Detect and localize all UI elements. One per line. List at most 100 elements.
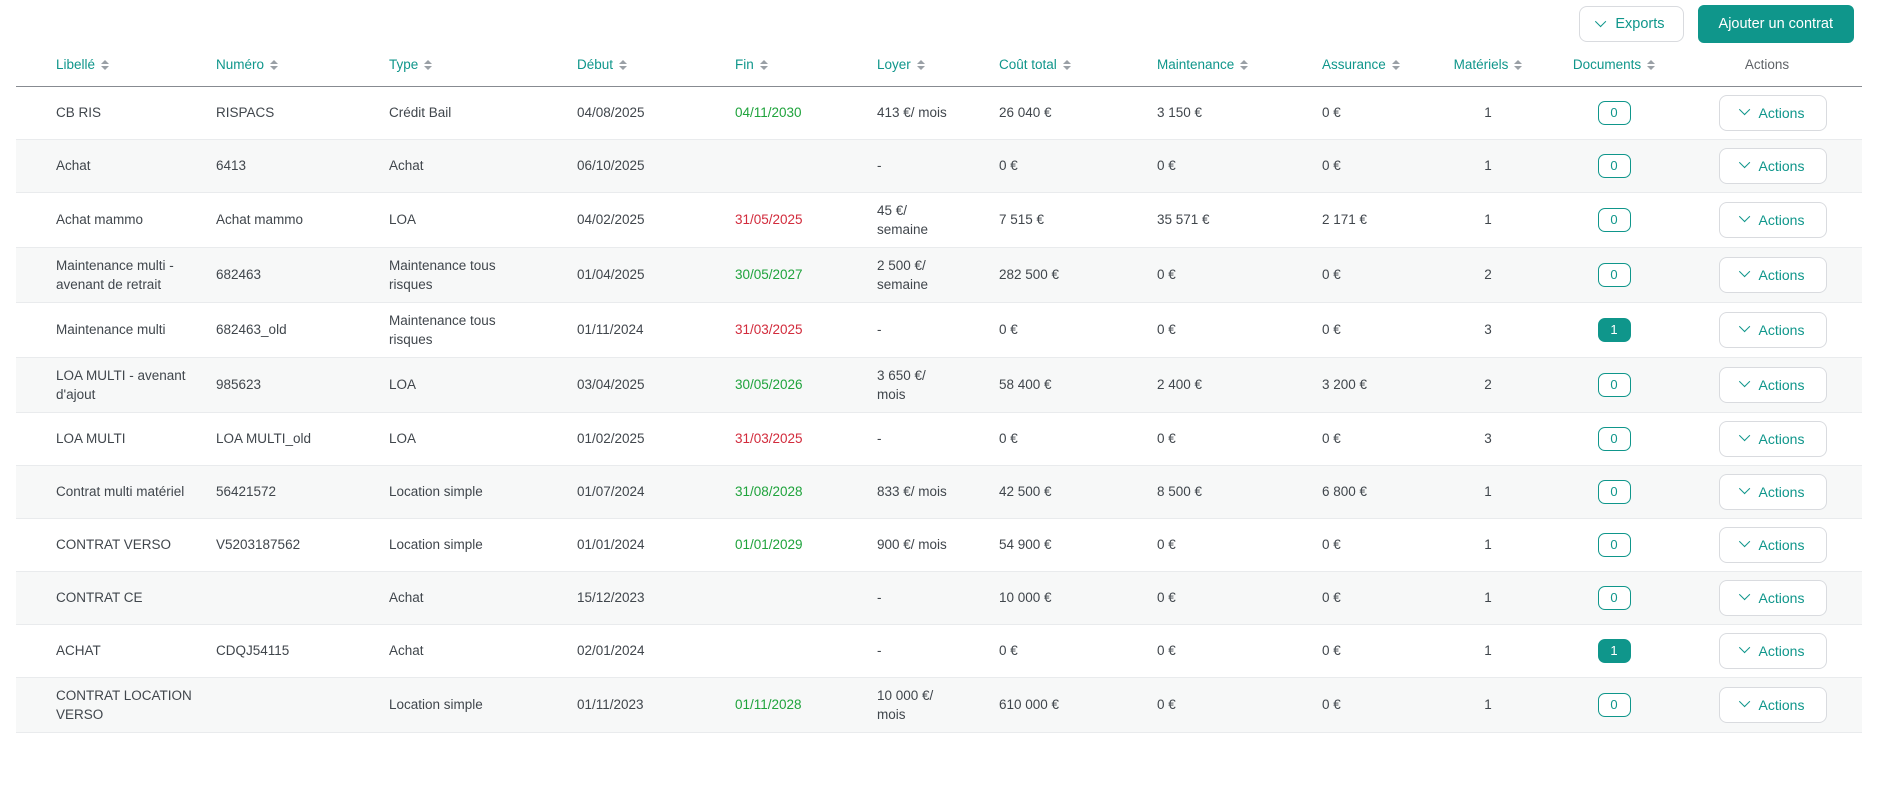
header-fin[interactable]: Fin: [697, 46, 839, 87]
cell-loyer: -: [839, 571, 961, 625]
documents-badge[interactable]: 0: [1597, 207, 1631, 232]
cell-debut: 03/04/2025: [539, 357, 697, 413]
row-actions-label: Actions: [1758, 696, 1805, 713]
cell-debut: 01/07/2024: [539, 465, 697, 519]
documents-badge[interactable]: 0: [1597, 100, 1631, 125]
chevron-down-icon: [1738, 482, 1750, 495]
cell-numero: RISPACS: [216, 86, 389, 140]
fin-date: 01/01/2029: [735, 537, 803, 552]
documents-badge[interactable]: 0: [1597, 532, 1631, 557]
row-actions-button[interactable]: Actions: [1719, 94, 1827, 131]
cell-documents: 0: [1544, 86, 1684, 140]
sort-icon: [424, 59, 433, 70]
table-header-row: Libellé Numéro Type Début Fin Loyer Coût…: [16, 46, 1862, 87]
chevron-down-icon: [1738, 535, 1750, 548]
row-actions-button[interactable]: Actions: [1719, 256, 1827, 293]
cell-assurance: 6 800 €: [1284, 465, 1432, 519]
row-actions-button[interactable]: Actions: [1719, 147, 1827, 184]
cell-type: Maintenance tous risques: [389, 247, 539, 303]
cell-assurance: 0 €: [1284, 624, 1432, 678]
cell-type: LOA: [389, 357, 539, 413]
debut-date: 01/02/2025: [577, 431, 645, 446]
row-actions-button[interactable]: Actions: [1719, 420, 1827, 457]
cell-loyer: 900 €/ mois: [839, 518, 961, 572]
row-actions-button[interactable]: Actions: [1719, 201, 1827, 238]
header-numero[interactable]: Numéro: [216, 46, 389, 87]
documents-badge[interactable]: 1: [1597, 317, 1631, 342]
cell-debut: 01/02/2025: [539, 412, 697, 466]
row-actions-button[interactable]: Actions: [1719, 579, 1827, 616]
cell-materiels: 1: [1432, 86, 1544, 140]
chevron-down-icon: [1738, 320, 1750, 333]
cell-debut: 06/10/2025: [539, 139, 697, 193]
header-documents[interactable]: Documents: [1544, 46, 1684, 87]
cell-libelle: Achat: [16, 139, 216, 193]
header-loyer[interactable]: Loyer: [839, 46, 961, 87]
row-actions-button[interactable]: Actions: [1719, 632, 1827, 669]
table-row: LOA MULTI LOA MULTI_old LOA 01/02/2025 3…: [16, 412, 1862, 466]
row-actions-label: Actions: [1758, 376, 1805, 393]
documents-badge[interactable]: 0: [1597, 426, 1631, 451]
table-row: Maintenance multi 682463_old Maintenance…: [16, 302, 1862, 358]
documents-badge[interactable]: 0: [1597, 372, 1631, 397]
cell-actions: Actions: [1684, 412, 1862, 466]
cell-actions: Actions: [1684, 302, 1862, 358]
row-actions-button[interactable]: Actions: [1719, 473, 1827, 510]
debut-date: 01/11/2024: [577, 322, 644, 337]
header-assurance[interactable]: Assurance: [1284, 46, 1432, 87]
cell-maintenance: 0 €: [1119, 302, 1284, 358]
cell-actions: Actions: [1684, 139, 1862, 193]
debut-date: 04/08/2025: [577, 105, 645, 120]
table-row: CB RIS RISPACS Crédit Bail 04/08/2025 04…: [16, 86, 1862, 140]
chevron-down-icon: [1738, 103, 1750, 116]
row-actions-button[interactable]: Actions: [1719, 311, 1827, 348]
cell-maintenance: 0 €: [1119, 518, 1284, 572]
debut-date: 03/04/2025: [577, 377, 645, 392]
table-row: Maintenance multi - avenant de retrait 6…: [16, 247, 1862, 303]
cell-cout-total: 42 500 €: [961, 465, 1119, 519]
row-actions-button[interactable]: Actions: [1719, 526, 1827, 563]
documents-badge[interactable]: 0: [1597, 262, 1631, 287]
header-cout-total[interactable]: Coût total: [961, 46, 1119, 87]
cell-assurance: 0 €: [1284, 412, 1432, 466]
row-actions-label: Actions: [1758, 211, 1805, 228]
cell-debut: 04/02/2025: [539, 192, 697, 248]
header-debut[interactable]: Début: [539, 46, 697, 87]
header-materiels[interactable]: Matériels: [1432, 46, 1544, 87]
cell-actions: Actions: [1684, 518, 1862, 572]
cell-cout-total: 610 000 €: [961, 677, 1119, 733]
add-contract-button[interactable]: Ajouter un contrat: [1697, 4, 1854, 44]
cell-assurance: 2 171 €: [1284, 192, 1432, 248]
header-type[interactable]: Type: [389, 46, 539, 87]
cell-assurance: 0 €: [1284, 139, 1432, 193]
cell-fin: [697, 139, 839, 193]
row-actions-button[interactable]: Actions: [1719, 686, 1827, 723]
cell-libelle: CONTRAT VERSO: [16, 518, 216, 572]
cell-numero: LOA MULTI_old: [216, 412, 389, 466]
exports-button-label: Exports: [1615, 15, 1665, 32]
documents-badge[interactable]: 1: [1597, 638, 1631, 663]
cell-type: LOA: [389, 412, 539, 466]
header-actions: Actions: [1684, 46, 1862, 87]
chevron-down-icon: [1738, 210, 1750, 223]
header-maintenance[interactable]: Maintenance: [1119, 46, 1284, 87]
cell-assurance: 0 €: [1284, 518, 1432, 572]
cell-documents: 0: [1544, 677, 1684, 733]
table-row: CONTRAT LOCATION VERSO Location simple 0…: [16, 677, 1862, 733]
documents-badge[interactable]: 0: [1597, 585, 1631, 610]
documents-badge[interactable]: 0: [1597, 479, 1631, 504]
cell-materiels: 1: [1432, 677, 1544, 733]
cell-maintenance: 35 571 €: [1119, 192, 1284, 248]
documents-badge[interactable]: 0: [1597, 153, 1631, 178]
exports-button[interactable]: Exports: [1579, 5, 1684, 43]
cell-actions: Actions: [1684, 465, 1862, 519]
cell-documents: 0: [1544, 357, 1684, 413]
cell-type: Location simple: [389, 518, 539, 572]
cell-documents: 0: [1544, 247, 1684, 303]
row-actions-button[interactable]: Actions: [1719, 366, 1827, 403]
sort-icon: [1240, 59, 1249, 70]
cell-debut: 01/04/2025: [539, 247, 697, 303]
documents-badge[interactable]: 0: [1597, 692, 1631, 717]
header-libelle[interactable]: Libellé: [16, 46, 216, 87]
fin-date: 31/03/2025: [735, 431, 803, 446]
